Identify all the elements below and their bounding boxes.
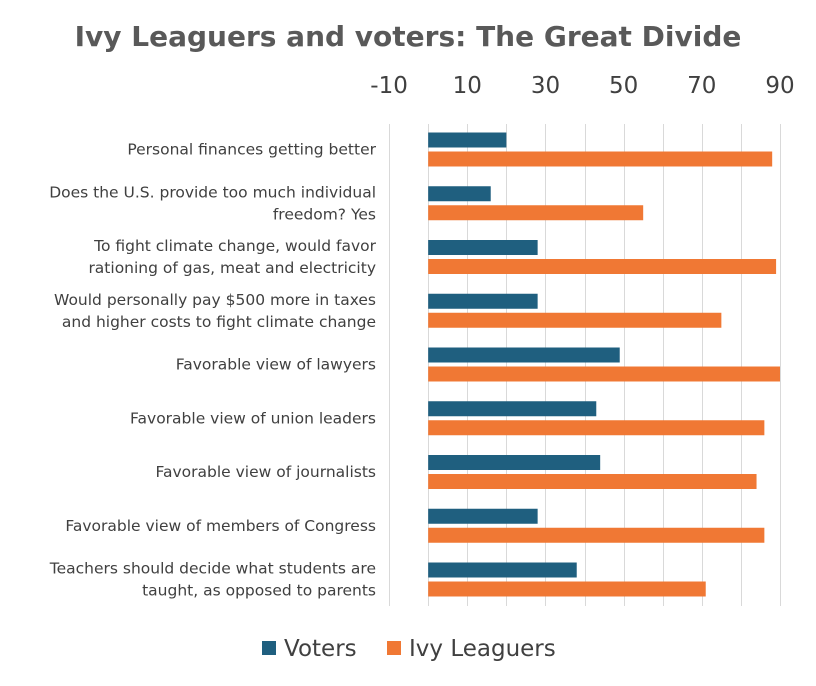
category-label: rationing of gas, meat and electricity (88, 259, 376, 277)
legend-swatch (387, 641, 401, 655)
bar-ivy-leaguers (428, 527, 765, 543)
category-label: Teachers should decide what students are (49, 560, 376, 578)
category-label: Favorable view of union leaders (130, 409, 376, 427)
bar-ivy-leaguers (428, 581, 706, 597)
legend-swatch (262, 641, 276, 655)
x-tick-label: 30 (531, 73, 560, 99)
legend-label: Ivy Leaguers (409, 636, 556, 662)
bar-voters (428, 132, 507, 148)
bar-ivy-leaguers (428, 420, 765, 436)
category-label: freedom? Yes (273, 205, 376, 223)
category-label: Favorable view of members of Congress (65, 517, 376, 535)
category-label: Does the U.S. provide too much individua… (49, 183, 376, 201)
x-tick-label: 10 (453, 73, 482, 99)
chart-title: Ivy Leaguers and voters: The Great Divid… (75, 20, 742, 53)
category-labels: Personal finances getting better Does the… (49, 141, 377, 600)
bar-voters (428, 455, 601, 470)
bar-ivy-leaguers (428, 312, 722, 328)
x-tick-label: 50 (609, 73, 638, 99)
bar-ivy-leaguers (428, 259, 777, 274)
bar-voters (428, 347, 620, 363)
bar-voters (428, 186, 491, 202)
x-tick-label: -10 (370, 73, 408, 99)
category-label: and higher costs to fight climate change (62, 313, 376, 331)
bar-voters (428, 508, 538, 524)
bar-ivy-leaguers (428, 366, 780, 382)
bar-ivy-leaguers (428, 474, 757, 489)
bar-voters (428, 401, 597, 417)
legend: Voters Ivy Leaguers (262, 636, 556, 662)
x-tick-label: 90 (765, 73, 794, 99)
legend-label: Voters (284, 636, 357, 662)
category-label: To fight climate change, would favor (93, 237, 377, 255)
category-label: Personal finances getting better (127, 141, 376, 159)
category-label: taught, as opposed to parents (142, 582, 376, 600)
bars (428, 132, 780, 597)
bar-ivy-leaguers (428, 151, 773, 167)
category-label: Favorable view of journalists (156, 463, 377, 481)
bar-ivy-leaguers (428, 205, 644, 221)
bar-voters (428, 562, 577, 578)
bar-voters (428, 240, 538, 255)
bar-voters (428, 293, 538, 309)
x-tick-label: 70 (687, 73, 716, 99)
category-label: Favorable view of lawyers (176, 356, 376, 374)
x-axis-ticks: -10 10 30 50 70 90 (370, 73, 794, 99)
category-label: Would personally pay $500 more in taxes (54, 291, 376, 309)
gridlines (389, 124, 781, 606)
